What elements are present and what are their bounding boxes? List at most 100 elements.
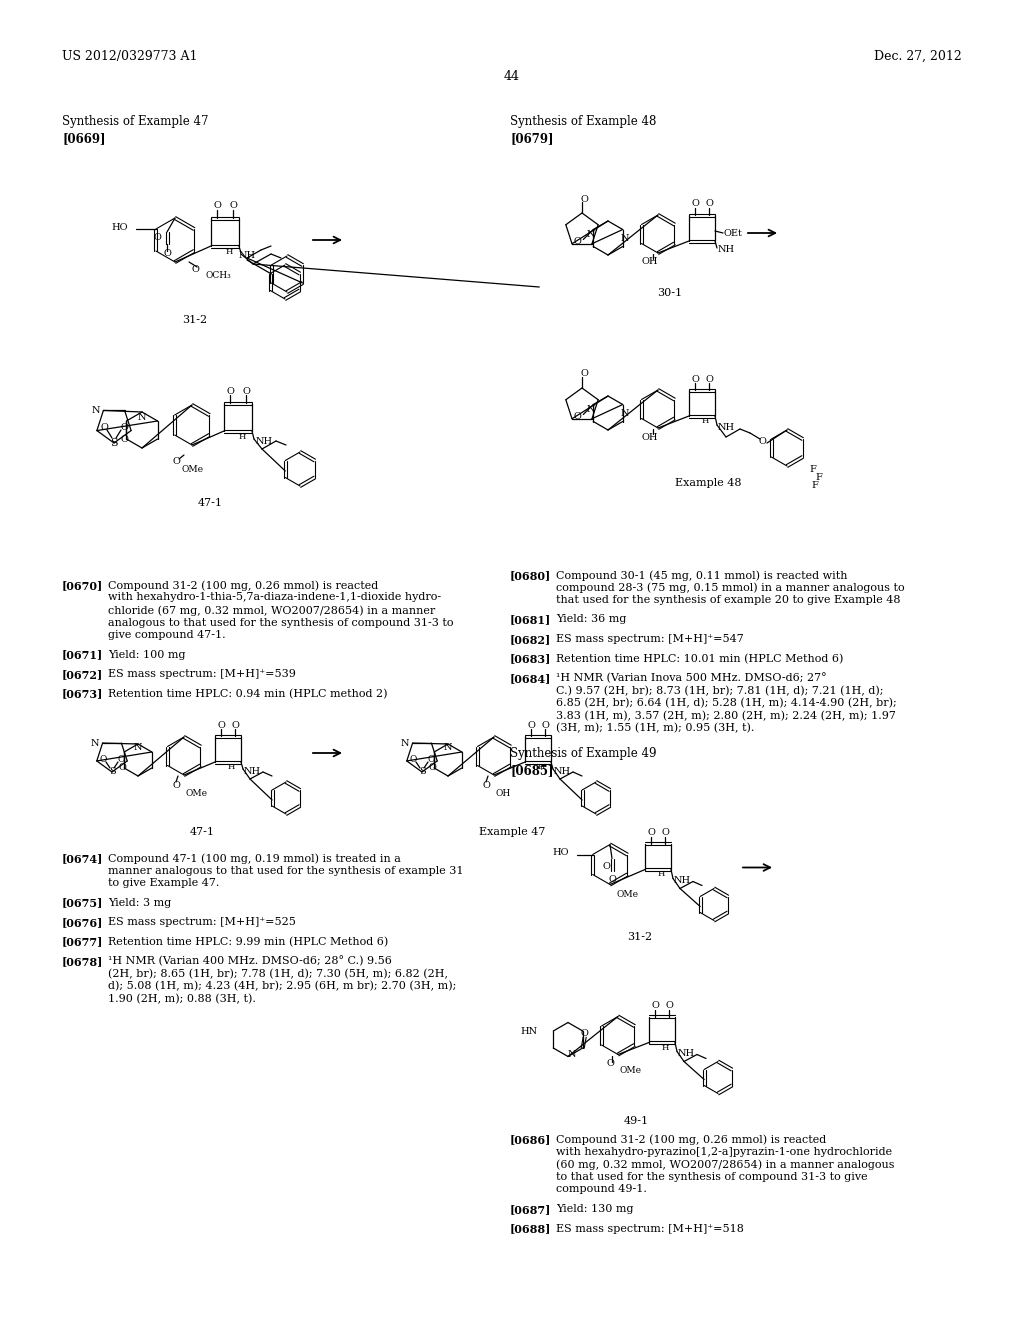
Text: HO: HO <box>112 223 128 231</box>
Text: O: O <box>231 721 239 730</box>
Text: with hexahydro-1-thia-5,7a-diaza-indene-1,1-dioxide hydro-: with hexahydro-1-thia-5,7a-diaza-indene-… <box>108 593 441 602</box>
Text: Yield: 36 mg: Yield: 36 mg <box>556 615 627 624</box>
Text: [0669]: [0669] <box>62 132 105 145</box>
Text: O: O <box>213 202 221 210</box>
Text: O: O <box>691 375 699 384</box>
Text: [0684]: [0684] <box>510 673 551 684</box>
Text: O: O <box>217 721 225 730</box>
Text: NH: NH <box>244 767 261 776</box>
Text: OMe: OMe <box>186 788 208 797</box>
Text: ¹H NMR (Varian Inova 500 MHz. DMSO-d6; 27°: ¹H NMR (Varian Inova 500 MHz. DMSO-d6; 2… <box>556 673 826 684</box>
Text: O: O <box>118 763 126 772</box>
Text: Synthesis of Example 47: Synthesis of Example 47 <box>62 115 209 128</box>
Text: [0674]: [0674] <box>62 853 103 865</box>
Text: N: N <box>91 407 99 414</box>
Text: 6.85 (2H, br); 6.64 (1H, d); 5.28 (1H, m); 4.14-4.90 (2H, br);: 6.85 (2H, br); 6.64 (1H, d); 5.28 (1H, m… <box>556 698 897 709</box>
Text: to give Example 47.: to give Example 47. <box>108 878 219 888</box>
Text: H: H <box>662 1044 669 1052</box>
Text: analogous to that used for the synthesis of compound 31-3 to: analogous to that used for the synthesis… <box>108 618 454 627</box>
Text: OMe: OMe <box>620 1067 642 1074</box>
Text: (3H, m); 1.55 (1H, m); 0.95 (3H, t).: (3H, m); 1.55 (1H, m); 0.95 (3H, t). <box>556 723 755 734</box>
Text: ES mass spectrum: [M+H]⁺=518: ES mass spectrum: [M+H]⁺=518 <box>556 1224 743 1233</box>
Text: O: O <box>541 721 549 730</box>
Text: Yield: 3 mg: Yield: 3 mg <box>108 898 171 908</box>
Text: O: O <box>608 875 616 884</box>
Text: O: O <box>120 424 128 433</box>
Text: O: O <box>428 763 436 772</box>
Text: 3.83 (1H, m), 3.57 (2H, m); 2.80 (2H, m); 2.24 (2H, m); 1.97: 3.83 (1H, m), 3.57 (2H, m); 2.80 (2H, m)… <box>556 710 896 721</box>
Text: F: F <box>811 482 818 491</box>
Text: [0679]: [0679] <box>510 132 554 145</box>
Text: [0680]: [0680] <box>510 570 551 581</box>
Text: [0671]: [0671] <box>62 649 103 660</box>
Text: US 2012/0329773 A1: US 2012/0329773 A1 <box>62 50 198 63</box>
Text: manner analogous to that used for the synthesis of example 31: manner analogous to that used for the sy… <box>108 866 464 875</box>
Text: O: O <box>606 1059 614 1068</box>
Text: C.) 9.57 (2H, br); 8.73 (1H, br); 7.81 (1H, d); 7.21 (1H, d);: C.) 9.57 (2H, br); 8.73 (1H, br); 7.81 (… <box>556 685 884 696</box>
Text: N: N <box>621 234 629 243</box>
Text: (60 mg, 0.32 mmol, WO2007/28654) in a manner analogous: (60 mg, 0.32 mmol, WO2007/28654) in a ma… <box>556 1159 895 1170</box>
Text: [0676]: [0676] <box>62 917 103 928</box>
Text: H: H <box>239 433 246 441</box>
Text: O: O <box>602 862 610 871</box>
Text: ¹H NMR (Varian 400 MHz. DMSO-d6; 28° C.) 9.56: ¹H NMR (Varian 400 MHz. DMSO-d6; 28° C.)… <box>108 956 392 966</box>
Text: N: N <box>621 409 629 418</box>
Text: Dec. 27, 2012: Dec. 27, 2012 <box>874 50 962 63</box>
Text: NH: NH <box>554 767 571 776</box>
Text: Yield: 130 mg: Yield: 130 mg <box>556 1204 634 1214</box>
Text: [0682]: [0682] <box>510 634 551 645</box>
Text: N: N <box>443 743 453 752</box>
Text: O: O <box>163 248 171 257</box>
Text: Synthesis of Example 48: Synthesis of Example 48 <box>510 115 656 128</box>
Text: N: N <box>587 230 596 239</box>
Text: S: S <box>111 438 118 447</box>
Text: 31-2: 31-2 <box>628 932 652 941</box>
Text: [0670]: [0670] <box>62 579 103 591</box>
Text: compound 49-1.: compound 49-1. <box>556 1184 647 1195</box>
Text: [0673]: [0673] <box>62 689 103 700</box>
Text: Yield: 100 mg: Yield: 100 mg <box>108 649 185 660</box>
Text: O: O <box>172 781 180 791</box>
Text: NH: NH <box>718 422 735 432</box>
Text: Example 47: Example 47 <box>479 828 545 837</box>
Text: ES mass spectrum: [M+H]⁺=539: ES mass spectrum: [M+H]⁺=539 <box>108 669 296 678</box>
Text: O: O <box>226 387 233 396</box>
Text: Compound 31-2 (100 mg, 0.26 mmol) is reacted: Compound 31-2 (100 mg, 0.26 mmol) is rea… <box>556 1134 826 1144</box>
Text: O: O <box>758 437 766 446</box>
Text: H: H <box>225 248 232 256</box>
Text: [0687]: [0687] <box>510 1204 551 1214</box>
Text: F: F <box>809 466 816 474</box>
Text: O: O <box>482 781 489 791</box>
Text: chloride (67 mg, 0.32 mmol, WO2007/28654) in a manner: chloride (67 mg, 0.32 mmol, WO2007/28654… <box>108 605 435 615</box>
Text: NH: NH <box>239 252 256 260</box>
Text: OEt: OEt <box>724 228 742 238</box>
Text: H: H <box>657 870 665 879</box>
Text: HN: HN <box>520 1027 538 1035</box>
Text: O: O <box>242 387 250 396</box>
Text: OMe: OMe <box>182 465 204 474</box>
Text: give compound 47-1.: give compound 47-1. <box>108 630 225 640</box>
Text: Compound 47-1 (100 mg, 0.19 mmol) is treated in a: Compound 47-1 (100 mg, 0.19 mmol) is tre… <box>108 853 400 863</box>
Text: [0675]: [0675] <box>62 898 103 908</box>
Text: 47-1: 47-1 <box>189 828 214 837</box>
Text: OCH₃: OCH₃ <box>205 272 230 281</box>
Text: Synthesis of Example 49: Synthesis of Example 49 <box>510 747 656 760</box>
Text: 44: 44 <box>504 70 520 83</box>
Text: NH: NH <box>678 1049 695 1059</box>
Text: NH: NH <box>256 437 273 446</box>
Text: compound 28-3 (75 mg, 0.15 mmol) in a manner analogous to: compound 28-3 (75 mg, 0.15 mmol) in a ma… <box>556 582 904 593</box>
Text: N: N <box>567 1049 577 1059</box>
Text: [0678]: [0678] <box>62 956 103 968</box>
Text: NH: NH <box>674 876 691 884</box>
Text: O: O <box>527 721 535 730</box>
Text: O: O <box>581 1030 589 1039</box>
Text: OH: OH <box>642 433 658 441</box>
Text: Retention time HPLC: 10.01 min (HPLC Method 6): Retention time HPLC: 10.01 min (HPLC Met… <box>556 653 844 664</box>
Text: O: O <box>153 234 161 243</box>
Text: [0688]: [0688] <box>510 1224 551 1234</box>
Text: Compound 31-2 (100 mg, 0.26 mmol) is reacted: Compound 31-2 (100 mg, 0.26 mmol) is rea… <box>108 579 378 590</box>
Text: with hexahydro-pyrazino[1,2-a]pyrazin-1-one hydrochloride: with hexahydro-pyrazino[1,2-a]pyrazin-1-… <box>556 1147 892 1158</box>
Text: H: H <box>538 763 545 771</box>
Text: N: N <box>134 743 142 752</box>
Text: S: S <box>109 767 116 776</box>
